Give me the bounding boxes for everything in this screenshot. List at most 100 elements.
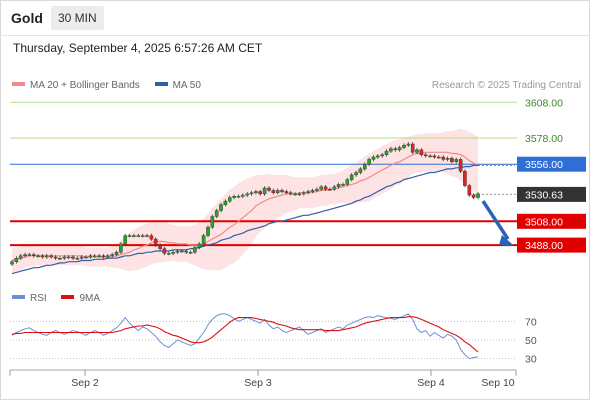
price-tag-label: 3556.00: [525, 159, 563, 171]
candle-body: [302, 192, 306, 195]
candle-body: [349, 174, 354, 180]
candle-body: [306, 191, 310, 193]
price-tag-bg: [517, 186, 586, 202]
candle: [240, 193, 245, 199]
time-axis-label: Sep 4: [417, 377, 445, 389]
candle: [110, 252, 114, 258]
candle: [166, 251, 171, 256]
candle: [467, 183, 472, 197]
candle: [402, 143, 406, 150]
legend-item-ma50: MA 50: [154, 80, 201, 91]
candle: [336, 182, 341, 189]
candle: [136, 233, 141, 238]
candle-body: [341, 184, 345, 186]
candle-body: [389, 148, 393, 152]
candle-body: [371, 156, 376, 160]
candle-body: [402, 144, 406, 148]
candle-body: [419, 149, 424, 155]
header-divider: [0, 35, 590, 36]
candle: [341, 182, 345, 187]
candle: [280, 188, 284, 194]
candle: [288, 190, 293, 196]
price-tag-label: 3508.00: [525, 216, 563, 228]
candle: [27, 252, 32, 257]
candle: [415, 148, 419, 155]
candle-body: [258, 191, 263, 195]
candle: [319, 185, 324, 191]
candle-body: [245, 193, 250, 196]
candle: [363, 162, 367, 171]
candle: [315, 187, 319, 193]
price-tag: 3508.00: [517, 213, 586, 229]
candle: [450, 156, 454, 164]
candle-body: [450, 157, 454, 162]
candle-body: [27, 254, 32, 256]
candle: [393, 146, 398, 152]
candle: [132, 233, 136, 238]
candle: [458, 157, 463, 174]
price-tag-label: 3578.00: [525, 133, 563, 145]
candle-body: [162, 248, 167, 254]
candle-body: [428, 155, 432, 158]
candle-body: [18, 255, 23, 259]
legend-swatch-rsi: [12, 295, 25, 300]
candle: [463, 169, 467, 188]
candle: [389, 146, 393, 153]
ma50-line: [11, 164, 478, 275]
candle: [332, 185, 337, 191]
candle-body: [476, 193, 480, 198]
timeframe-button[interactable]: 30 MIN: [51, 6, 104, 30]
candle: [162, 246, 167, 256]
candle-body: [328, 188, 332, 191]
candle-body: [336, 184, 341, 187]
candle-body: [184, 250, 189, 253]
price-tag-label: 3488.00: [525, 240, 563, 252]
candle: [284, 189, 289, 195]
candle-body: [58, 258, 62, 260]
price-tag: 3488.00: [517, 237, 586, 253]
candle: [153, 237, 158, 247]
candle: [380, 152, 385, 158]
candle: [75, 256, 80, 260]
legend-item-9ma: 9MA: [61, 293, 100, 304]
candle-body: [275, 190, 280, 193]
candle-body: [140, 235, 145, 237]
legend-label-9ma: 9MA: [79, 293, 101, 304]
candle-body: [153, 238, 158, 246]
candle: [271, 188, 276, 195]
candle-body: [201, 235, 206, 245]
legend-swatch-ma50: [154, 82, 168, 87]
candle: [376, 154, 380, 159]
candle-body: [97, 255, 101, 258]
candle: [428, 154, 432, 158]
candle-body: [367, 159, 371, 165]
candles-layer: [10, 142, 480, 266]
candle-body: [45, 255, 49, 258]
candle-body: [410, 143, 415, 153]
candle-body: [262, 187, 267, 195]
candle: [123, 233, 127, 246]
candle-body: [467, 185, 472, 196]
candle-body: [254, 191, 258, 193]
candle: [397, 145, 402, 152]
candle: [310, 188, 315, 194]
candle: [97, 254, 101, 258]
candle: [306, 189, 310, 195]
price-tag-bg: [517, 213, 586, 229]
candle: [184, 249, 189, 254]
candle-body: [223, 200, 228, 205]
rsi-tick-label: 30: [525, 354, 537, 366]
legend-label-rsi: RSI: [30, 293, 47, 304]
candle-body: [293, 193, 297, 196]
candle: [406, 142, 411, 147]
rsi-line: [11, 313, 479, 360]
candle: [254, 189, 258, 195]
candle-body: [166, 253, 171, 255]
candle-body: [423, 154, 428, 157]
legend-swatch-ma20: [12, 82, 25, 87]
candle: [210, 214, 215, 229]
candle: [206, 225, 210, 238]
candle-body: [267, 187, 271, 191]
candle: [14, 256, 19, 264]
candle-body: [415, 149, 419, 153]
